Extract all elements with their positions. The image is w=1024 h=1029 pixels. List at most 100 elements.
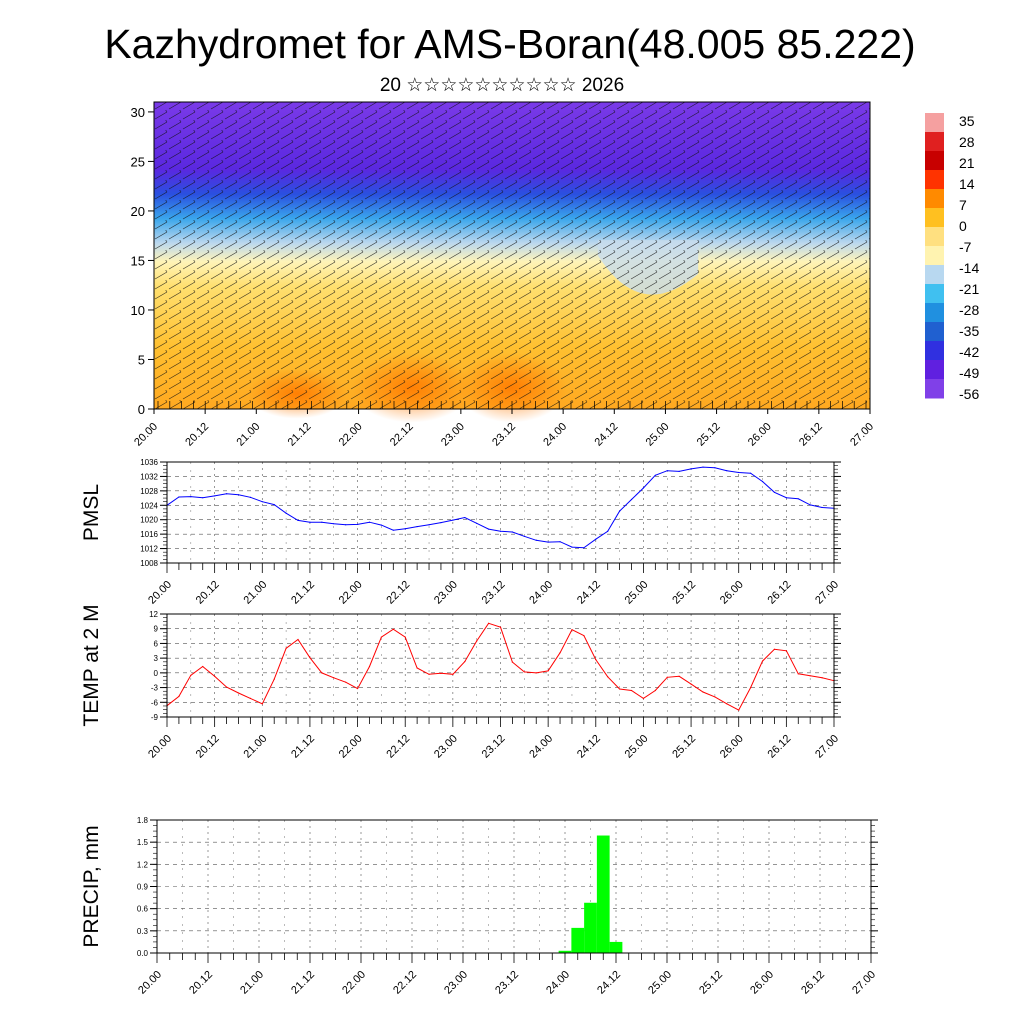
temp2m-point [178, 695, 180, 698]
pmsl-point [487, 528, 490, 530]
x-tick-label: 22.00 [337, 733, 365, 761]
pmsl-point [642, 487, 645, 489]
temp2m-point [333, 677, 335, 679]
pmsl-point [392, 529, 394, 531]
x-tick-label: 27.00 [848, 421, 876, 449]
pmsl-point [523, 535, 525, 537]
pmsl-point [583, 547, 585, 549]
pmsl-point [619, 510, 621, 512]
temp2m-point [273, 678, 275, 680]
x-tick-label: 21.12 [286, 421, 314, 449]
x-tick-label: 22.12 [384, 579, 412, 607]
x-tick-label: 22.12 [384, 733, 412, 761]
x-tick-label: 20.00 [146, 579, 174, 607]
y-tick-label: 1032 [140, 472, 158, 481]
x-tick-label: 23.12 [493, 969, 521, 997]
x-tick-label: 20.12 [187, 969, 215, 997]
x-tick-label: 25.12 [695, 421, 723, 449]
x-tick-label: 20.12 [194, 733, 222, 761]
pmsl-point [666, 470, 668, 472]
colorbar-label: -14 [959, 260, 979, 276]
x-tick-label: 22.00 [340, 969, 368, 997]
temp2m-point [368, 665, 371, 668]
y-tick-label: 30 [131, 105, 145, 120]
y-tick-label: 1.2 [137, 860, 149, 869]
x-tick-label: 24.12 [575, 733, 603, 761]
pmsl-point [345, 524, 347, 526]
colorbar-swatch [925, 208, 944, 228]
temp2m-point [225, 686, 228, 688]
y-tick-label: 1008 [140, 559, 158, 568]
pmsl-point [440, 522, 442, 524]
temp2m-point [809, 675, 811, 677]
colorbar-swatch [925, 227, 944, 247]
precip-panel: 0.0 0.3 0.6 0.9 1.2 1.5 1.8 20.00 20.12 21.00 21.1… [80, 816, 878, 997]
temp2m-point [595, 659, 597, 661]
pmsl-point [821, 506, 823, 509]
pmsl-point [761, 480, 764, 483]
plot-area [167, 614, 834, 717]
temp2m-point [678, 675, 680, 677]
y-tick-label: 0.6 [137, 905, 149, 914]
colorbar-swatch [925, 132, 944, 152]
temp2m-point [511, 661, 514, 663]
colorbar-swatch [925, 322, 944, 342]
pmsl-point [309, 521, 311, 523]
x-tick-label: 23.00 [439, 421, 467, 449]
temp2m-point [750, 686, 752, 689]
pmsl-point [333, 523, 335, 525]
pmsl-point [321, 521, 323, 523]
pmsl-point [261, 501, 263, 503]
temp2m-point [642, 697, 645, 699]
temp2m-point [416, 667, 418, 669]
x-tick-label: 27.00 [813, 733, 841, 761]
temp2m-point [380, 636, 382, 638]
pmsl-point [595, 538, 597, 540]
y-tick-label: 6 [154, 639, 159, 648]
pmsl-point [571, 546, 573, 548]
x-tick-label: 20.00 [132, 421, 160, 449]
x-tick-label: 20.00 [136, 969, 164, 997]
y-tick-label: 9 [154, 625, 159, 634]
x-tick-label: 24.00 [544, 969, 572, 997]
pmsl-point [190, 496, 192, 498]
x-tick-label: 21.12 [289, 733, 317, 761]
x-tick-label: 25.12 [670, 733, 698, 761]
temp2m-point [619, 688, 621, 690]
precip-bar [558, 950, 572, 953]
y-tick-label: -6 [151, 698, 159, 707]
pmsl-point [452, 519, 454, 521]
y-tick-label: 25 [131, 154, 145, 169]
temp2m-point [452, 673, 454, 675]
y-tick-label: 10 [131, 303, 145, 318]
x-tick-label: 25.00 [644, 421, 672, 449]
x-tick-label: 26.00 [746, 421, 774, 449]
pmsl-point [476, 522, 478, 524]
x-tick-label: 21.00 [238, 969, 266, 997]
temp2m-point [392, 628, 394, 630]
pmsl-point [654, 474, 656, 476]
x-tick-label: 22.12 [388, 421, 416, 449]
y-tick-label: 1.8 [137, 816, 149, 825]
colorbar-swatch [925, 246, 944, 266]
colorbar-label: -7 [959, 239, 972, 255]
y-tick-label: 1028 [140, 487, 158, 496]
x-tick-label: 24.12 [575, 579, 603, 607]
y-tick-label: 1012 [140, 545, 158, 554]
colorbar-swatch [925, 303, 944, 323]
pmsl-point [297, 519, 299, 522]
y-tick-label: 0 [138, 402, 145, 417]
x-tick-label: 24.00 [527, 733, 555, 761]
pmsl-point [559, 541, 561, 543]
pmsl-point [738, 471, 740, 474]
y-tick-label: 0.9 [137, 883, 149, 892]
x-tick-label: 26.00 [748, 969, 776, 997]
x-tick-label: 23.12 [480, 733, 508, 761]
y-tick-label: 1024 [140, 501, 158, 510]
precip-bar [571, 927, 585, 953]
x-tick-label: 21.00 [241, 579, 269, 607]
temp2m-point [440, 672, 442, 674]
pmsl-point [416, 525, 418, 528]
x-tick-label: 20.12 [183, 421, 211, 449]
colorbar-label: 0 [959, 218, 967, 234]
